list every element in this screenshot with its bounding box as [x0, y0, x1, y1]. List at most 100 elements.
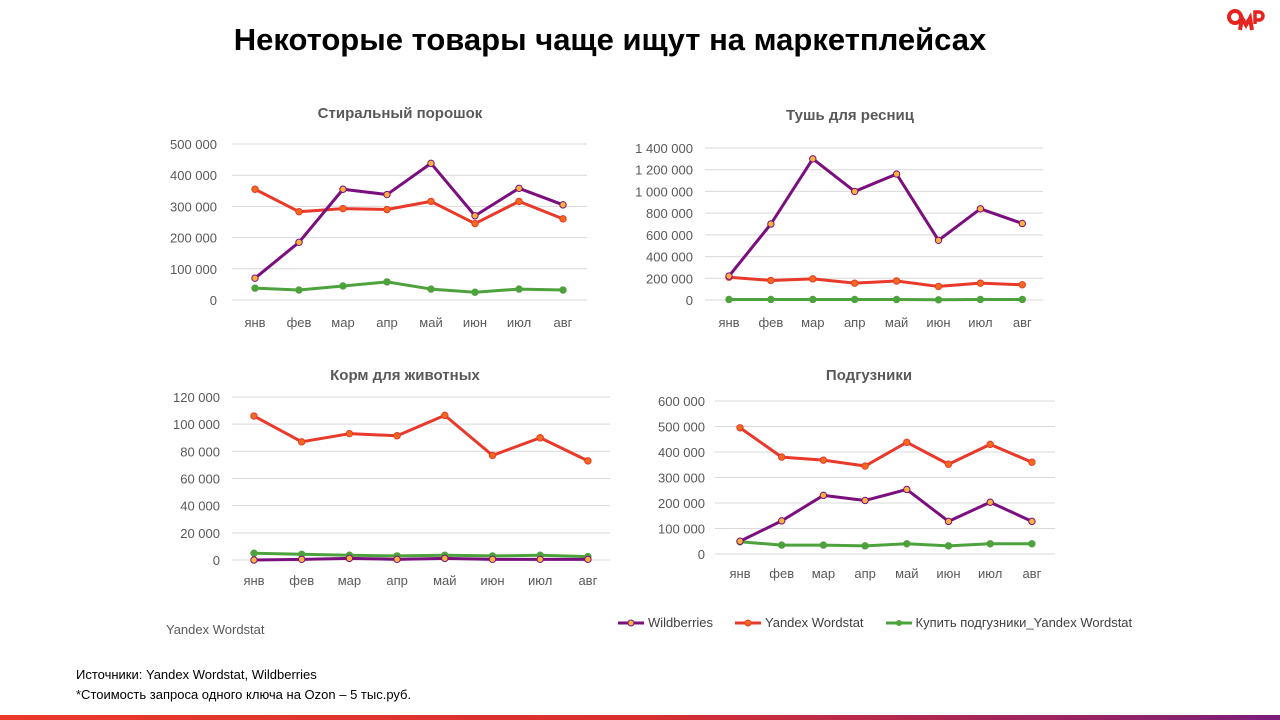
series-line: [253, 551, 588, 559]
legend-item-yandex: Yandex Wordstat: [735, 615, 864, 630]
data-point: [819, 491, 828, 500]
data-point: [427, 159, 435, 168]
legend-marker: [735, 619, 762, 626]
x-tick-label: апр: [844, 315, 866, 330]
data-point: [725, 272, 733, 280]
x-tick-label: фев: [758, 315, 783, 330]
data-point: [393, 555, 401, 564]
data-point: [427, 285, 435, 293]
x-tick-label: июн: [926, 315, 950, 330]
x-tick-label: янв: [244, 315, 265, 330]
x-tick-label: май: [895, 566, 918, 581]
legend-label: Купить подгузники_Yandex Wordstat: [915, 615, 1133, 630]
y-tick-label: 0: [210, 293, 217, 308]
y-tick-label: 500 000: [658, 420, 705, 435]
y-tick-label: 0: [213, 553, 220, 568]
chart-title: Корм для животных: [330, 367, 480, 384]
data-point: [903, 540, 911, 548]
data-point: [250, 549, 258, 557]
x-tick-label: май: [433, 573, 456, 588]
x-tick-label: янв: [718, 315, 739, 330]
data-point: [441, 554, 449, 563]
data-point: [584, 457, 592, 465]
y-tick-label: 1 400 000: [635, 141, 693, 156]
source-label: Yandex Wordstat: [166, 622, 265, 637]
data-point: [383, 205, 391, 214]
sources-note: Источники: Yandex Wordstat, Wildberries: [76, 667, 317, 682]
data-point: [767, 276, 775, 285]
data-point: [934, 296, 943, 304]
x-tick-label: фев: [287, 315, 312, 330]
data-point: [295, 238, 303, 246]
x-tick-label: апр: [386, 573, 408, 588]
data-point: [944, 517, 953, 526]
x-tick-label: июн: [936, 566, 960, 581]
data-point: [471, 288, 479, 296]
data-point: [861, 462, 869, 470]
x-tick-label: янв: [729, 566, 750, 581]
data-point: [809, 295, 817, 304]
x-tick-label: авг: [1022, 566, 1041, 581]
data-point: [809, 275, 817, 283]
data-point: [559, 201, 567, 209]
x-tick-label: мар: [338, 573, 361, 588]
data-point: [736, 424, 744, 432]
data-point: [851, 295, 859, 304]
legend-marker: [885, 619, 912, 626]
data-point: [1028, 517, 1036, 526]
data-point: [393, 432, 401, 440]
data-point: [383, 190, 391, 199]
data-point: [298, 555, 306, 564]
chart-title: Стиральный порошок: [318, 105, 483, 122]
notes: Источники: Yandex Wordstat, Wildberries …: [76, 665, 411, 705]
data-point: [976, 279, 985, 287]
data-point: [1018, 281, 1026, 289]
data-point: [986, 540, 994, 548]
data-point: [339, 204, 347, 213]
chart-3: Подгузники 0 100 000 200 000 300 000 400 000 5…: [658, 367, 1055, 581]
cost-note: *Стоимость запроса одного ключа на Ozon …: [76, 687, 412, 702]
data-point: [251, 274, 259, 282]
y-tick-label: 40 000: [180, 499, 220, 514]
y-tick-label: 1 000 000: [635, 184, 693, 199]
x-tick-label: фев: [769, 566, 794, 581]
legend-item-diapers: Купить подгузники_Yandex Wordstat: [885, 615, 1133, 630]
data-point: [851, 187, 859, 196]
omd-logo: [1227, 9, 1265, 31]
data-point: [339, 185, 347, 193]
series-line: [254, 187, 564, 226]
y-tick-label: 300 000: [170, 199, 217, 214]
x-tick-label: май: [885, 315, 908, 330]
data-point: [298, 438, 306, 446]
data-point: [441, 411, 449, 420]
series-line: [254, 161, 564, 280]
data-point: [345, 429, 354, 438]
series-line: [253, 556, 588, 562]
x-tick-label: июл: [507, 315, 531, 330]
data-point: [488, 451, 497, 460]
slide-title: Некоторые товары чаще ищут на маркетплей…: [233, 22, 987, 57]
y-tick-label: 300 000: [658, 471, 705, 486]
data-point: [976, 295, 985, 304]
data-point: [536, 555, 544, 564]
data-point: [944, 542, 953, 550]
data-point: [488, 555, 497, 564]
x-tick-label: май: [419, 315, 442, 330]
y-tick-label: 400 000: [658, 445, 705, 460]
x-tick-label: фев: [289, 573, 314, 588]
y-tick-label: 200 000: [170, 231, 217, 246]
x-tick-label: июл: [978, 566, 1002, 581]
data-point: [1028, 540, 1036, 548]
data-point: [976, 205, 985, 213]
series-line: [254, 280, 564, 294]
y-tick-label: 200 000: [646, 271, 693, 286]
x-tick-label: июл: [528, 573, 552, 588]
data-point: [427, 197, 435, 206]
data-point: [383, 278, 391, 286]
data-point: [471, 219, 479, 228]
chart-title: Подгузники: [826, 367, 912, 384]
data-point: [851, 279, 859, 287]
data-point: [767, 295, 775, 304]
y-tick-label: 200 000: [658, 496, 705, 511]
